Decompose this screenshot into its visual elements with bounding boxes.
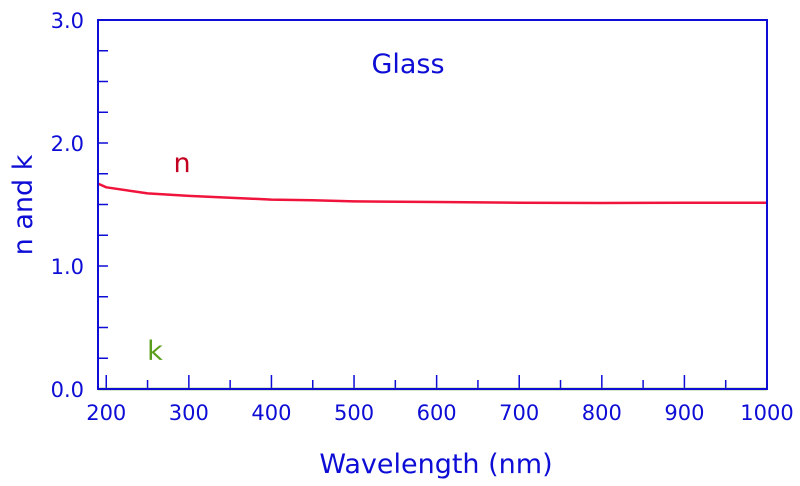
x-tick-label: 600 [417, 401, 457, 425]
series-line-n [97, 182, 767, 205]
x-tick-label: 400 [251, 401, 291, 425]
plot-frame [97, 19, 768, 390]
x-tick-label: 900 [664, 401, 704, 425]
x-tick-label: 800 [582, 401, 622, 425]
x-axis-title: Wavelength (nm) [319, 449, 552, 480]
ticks [98, 50, 727, 389]
x-tick-label: 200 [86, 401, 126, 425]
x-tick-label: 700 [499, 401, 539, 425]
x-tick-label: 1000 [740, 401, 793, 425]
x-tick-labels: 200 300 400 500 600 700 800 900 1000 [86, 401, 794, 425]
series-label-k: k [147, 336, 163, 367]
x-tick-label: 500 [334, 401, 374, 425]
y-tick-label: 0.0 [51, 378, 84, 402]
y-axis-title: n and k [8, 154, 39, 255]
y-tick-label: 3.0 [51, 9, 84, 33]
x-tick-label: 300 [169, 401, 209, 425]
y-tick-labels: 0.0 1.0 2.0 3.0 [51, 9, 84, 402]
series-lines [97, 182, 767, 391]
series-label-n: n [173, 148, 190, 179]
chart-title: Glass [371, 49, 444, 80]
y-tick-label: 1.0 [51, 255, 84, 279]
y-tick-label: 2.0 [51, 132, 84, 156]
